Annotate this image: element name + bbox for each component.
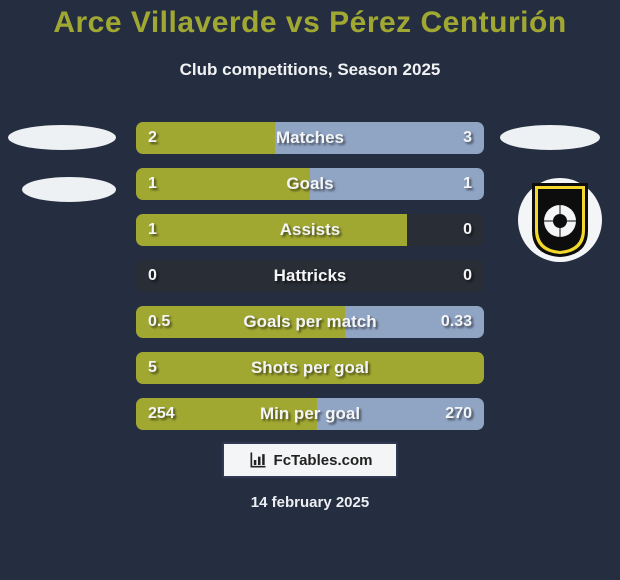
- footer-brand-text: FcTables.com: [274, 452, 373, 469]
- stat-row: 0.50.33Goals per match: [136, 306, 484, 338]
- stat-row: 254270Min per goal: [136, 398, 484, 430]
- stat-row: 10Assists: [136, 214, 484, 246]
- stat-bar-left-fill: [136, 352, 484, 384]
- comparison-chart: Arce Villaverde vs Pérez Centurión Club …: [0, 0, 620, 580]
- stat-row: 23Matches: [136, 122, 484, 154]
- stat-bar-left-fill: [136, 122, 275, 154]
- stat-bar-left-fill: [136, 398, 317, 430]
- stat-row: 11Goals: [136, 168, 484, 200]
- stat-bar-left-fill: [136, 214, 407, 246]
- stat-value-left: 0: [148, 260, 157, 292]
- stat-bar-right-fill: [345, 306, 484, 338]
- stat-bar-left-fill: [136, 306, 345, 338]
- stat-value-right: 0: [463, 260, 472, 292]
- player-left-photo-placeholder-1: [8, 125, 116, 150]
- stat-row: 0 0Hattricks: [136, 260, 484, 292]
- player-right-photo-placeholder: [500, 125, 600, 150]
- stat-bar-right-fill: [310, 168, 484, 200]
- title: Arce Villaverde vs Pérez Centurión: [0, 6, 620, 40]
- stat-row: 5Shots per goal: [136, 352, 484, 384]
- date-text: 14 february 2025: [0, 494, 620, 511]
- stat-bars: 23Matches11Goals10Assists00Hattricks0.50…: [136, 122, 484, 444]
- stat-value-right: 0: [463, 214, 472, 246]
- subtitle: Club competitions, Season 2025: [0, 60, 620, 80]
- stat-bar-right-fill: [317, 398, 484, 430]
- bar-chart-icon: [248, 450, 268, 470]
- club-badge-right: GUARANI: [518, 178, 602, 262]
- stat-label: Hattricks: [136, 260, 484, 292]
- svg-text:GUARANI: GUARANI: [544, 193, 577, 200]
- guarani-crest-icon: GUARANI: [530, 181, 590, 259]
- player-left-photo-placeholder-2: [22, 177, 116, 202]
- stat-bar-right-fill: [275, 122, 484, 154]
- fctables-logo: FcTables.com: [222, 442, 398, 478]
- stat-bar-left-fill: [136, 168, 310, 200]
